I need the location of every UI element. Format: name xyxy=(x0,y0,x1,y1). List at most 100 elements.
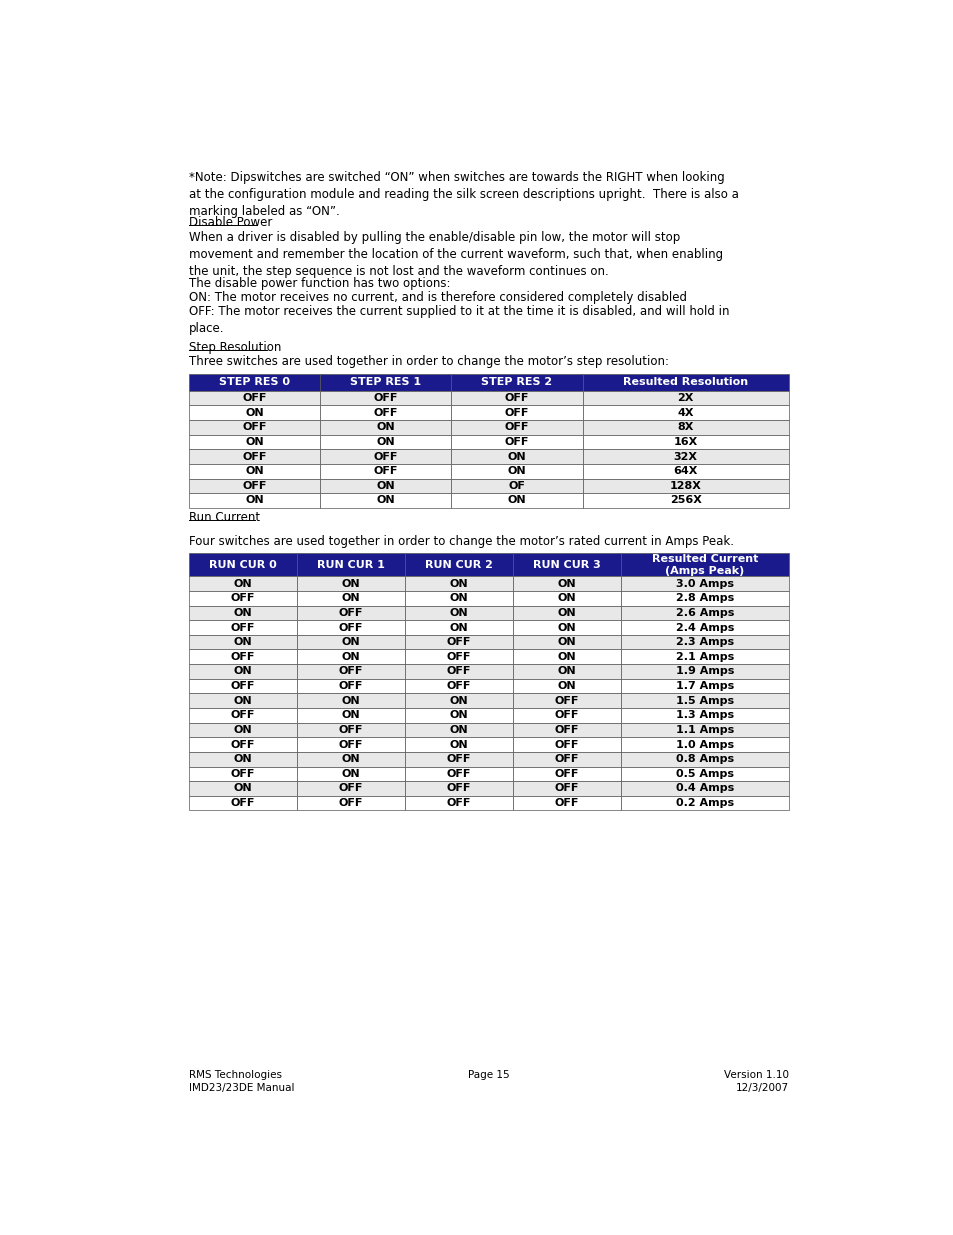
Text: OFF: OFF xyxy=(338,622,363,632)
FancyBboxPatch shape xyxy=(513,782,620,795)
Text: The disable power function has two options:: The disable power function has two optio… xyxy=(189,277,450,290)
Text: ON: ON xyxy=(341,579,360,589)
Text: ON: ON xyxy=(341,593,360,603)
FancyBboxPatch shape xyxy=(620,767,788,782)
FancyBboxPatch shape xyxy=(620,795,788,810)
Text: 3.0 Amps: 3.0 Amps xyxy=(675,579,733,589)
Text: OFF: OFF xyxy=(554,725,578,735)
FancyBboxPatch shape xyxy=(620,782,788,795)
FancyBboxPatch shape xyxy=(296,795,404,810)
Text: OFF: OFF xyxy=(446,667,471,677)
Text: ON: ON xyxy=(557,579,576,589)
Text: When a driver is disabled by pulling the enable/disable pin low, the motor will : When a driver is disabled by pulling the… xyxy=(189,231,722,278)
Text: ON: ON xyxy=(341,652,360,662)
FancyBboxPatch shape xyxy=(620,592,788,605)
Text: ON: ON xyxy=(233,783,252,793)
Text: OFF: OFF xyxy=(338,798,363,808)
Text: 16X: 16X xyxy=(673,437,698,447)
Text: OFF: OFF xyxy=(374,467,397,477)
Text: 2.8 Amps: 2.8 Amps xyxy=(675,593,733,603)
FancyBboxPatch shape xyxy=(620,635,788,650)
FancyBboxPatch shape xyxy=(296,592,404,605)
FancyBboxPatch shape xyxy=(513,767,620,782)
FancyBboxPatch shape xyxy=(189,767,296,782)
FancyBboxPatch shape xyxy=(513,664,620,679)
FancyBboxPatch shape xyxy=(513,693,620,708)
FancyBboxPatch shape xyxy=(189,635,296,650)
FancyBboxPatch shape xyxy=(404,708,513,722)
FancyBboxPatch shape xyxy=(189,737,296,752)
Text: OFF: OFF xyxy=(554,740,578,750)
FancyBboxPatch shape xyxy=(404,752,513,767)
Text: ON: ON xyxy=(557,622,576,632)
FancyBboxPatch shape xyxy=(296,767,404,782)
FancyBboxPatch shape xyxy=(189,420,320,435)
FancyBboxPatch shape xyxy=(296,635,404,650)
FancyBboxPatch shape xyxy=(513,708,620,722)
FancyBboxPatch shape xyxy=(189,553,296,577)
Text: ON: ON xyxy=(449,740,468,750)
FancyBboxPatch shape xyxy=(451,405,582,420)
Text: OFF: OFF xyxy=(338,680,363,692)
Text: ON: ON xyxy=(557,680,576,692)
FancyBboxPatch shape xyxy=(513,635,620,650)
FancyBboxPatch shape xyxy=(189,650,296,664)
Text: 0.4 Amps: 0.4 Amps xyxy=(675,783,733,793)
Text: ON: ON xyxy=(557,652,576,662)
Text: OFF: OFF xyxy=(242,480,267,490)
FancyBboxPatch shape xyxy=(320,405,451,420)
Text: OFF: OFF xyxy=(338,783,363,793)
Text: OF: OF xyxy=(508,480,525,490)
Text: RUN CUR 2: RUN CUR 2 xyxy=(424,559,493,569)
FancyBboxPatch shape xyxy=(513,795,620,810)
Text: ON: The motor receives no current, and is therefore considered completely disabl: ON: The motor receives no current, and i… xyxy=(189,291,686,304)
FancyBboxPatch shape xyxy=(189,679,296,693)
Text: Resulted Resolution: Resulted Resolution xyxy=(622,377,747,388)
Text: OFF: OFF xyxy=(242,393,267,403)
FancyBboxPatch shape xyxy=(513,620,620,635)
Text: OFF: OFF xyxy=(231,622,254,632)
FancyBboxPatch shape xyxy=(404,722,513,737)
Text: Step Resolution: Step Resolution xyxy=(189,341,281,353)
FancyBboxPatch shape xyxy=(320,420,451,435)
Text: Run Current: Run Current xyxy=(189,511,260,524)
FancyBboxPatch shape xyxy=(404,782,513,795)
Text: STEP RES 1: STEP RES 1 xyxy=(350,377,421,388)
Text: OFF: OFF xyxy=(231,652,254,662)
Text: OFF: OFF xyxy=(446,680,471,692)
FancyBboxPatch shape xyxy=(582,435,788,450)
Text: RUN CUR 3: RUN CUR 3 xyxy=(533,559,600,569)
Text: ON: ON xyxy=(507,495,526,505)
Text: ON: ON xyxy=(341,769,360,779)
Text: 2.6 Amps: 2.6 Amps xyxy=(675,608,733,618)
Text: 2.1 Amps: 2.1 Amps xyxy=(675,652,733,662)
Text: ON: ON xyxy=(449,695,468,705)
FancyBboxPatch shape xyxy=(620,708,788,722)
FancyBboxPatch shape xyxy=(296,620,404,635)
Text: ON: ON xyxy=(376,422,395,432)
FancyBboxPatch shape xyxy=(296,737,404,752)
Text: OFF: OFF xyxy=(338,608,363,618)
Text: ON: ON xyxy=(449,725,468,735)
FancyBboxPatch shape xyxy=(404,693,513,708)
Text: ON: ON xyxy=(341,755,360,764)
Text: OFF: OFF xyxy=(554,798,578,808)
Text: ON: ON xyxy=(376,437,395,447)
FancyBboxPatch shape xyxy=(620,752,788,767)
FancyBboxPatch shape xyxy=(189,577,296,592)
FancyBboxPatch shape xyxy=(404,650,513,664)
FancyBboxPatch shape xyxy=(513,553,620,577)
Text: 128X: 128X xyxy=(669,480,701,490)
Text: ON: ON xyxy=(233,667,252,677)
Text: Four switches are used together in order to change the motor’s rated current in : Four switches are used together in order… xyxy=(189,535,733,548)
Text: ON: ON xyxy=(233,608,252,618)
FancyBboxPatch shape xyxy=(404,737,513,752)
FancyBboxPatch shape xyxy=(620,737,788,752)
FancyBboxPatch shape xyxy=(189,605,296,620)
Text: 0.2 Amps: 0.2 Amps xyxy=(675,798,733,808)
Text: ON: ON xyxy=(233,755,252,764)
Text: STEP RES 0: STEP RES 0 xyxy=(219,377,290,388)
Text: 0.5 Amps: 0.5 Amps xyxy=(675,769,733,779)
FancyBboxPatch shape xyxy=(189,435,320,450)
FancyBboxPatch shape xyxy=(620,605,788,620)
